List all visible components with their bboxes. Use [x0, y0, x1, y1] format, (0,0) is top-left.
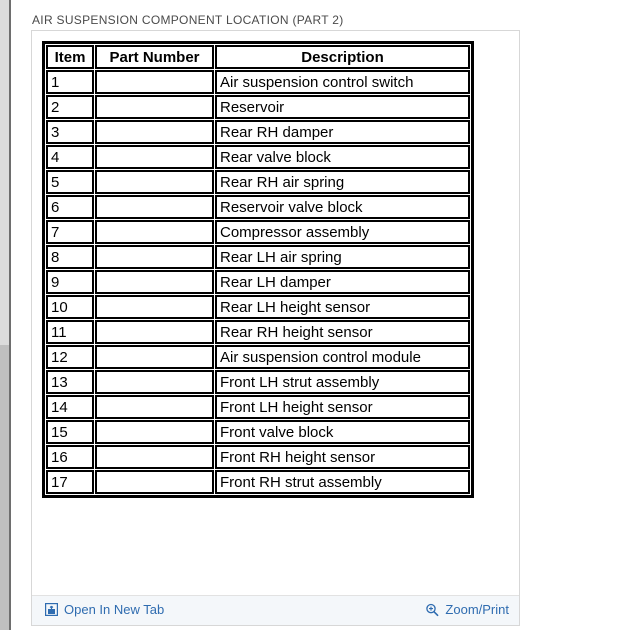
- cell-item: 14: [46, 395, 94, 419]
- cell-description: Compressor assembly: [215, 220, 470, 244]
- cell-description: Rear valve block: [215, 145, 470, 169]
- vertical-scrollbar[interactable]: [0, 0, 9, 630]
- card-footer: Open In New Tab Zoom/Print: [32, 595, 519, 625]
- cell-item: 8: [46, 245, 94, 269]
- column-header-item: Item: [46, 45, 94, 69]
- cell-item: 16: [46, 445, 94, 469]
- cell-part-number: [95, 220, 214, 244]
- cell-description: Front LH strut assembly: [215, 370, 470, 394]
- cell-item: 7: [46, 220, 94, 244]
- cell-item: 1: [46, 70, 94, 94]
- table-row: 4 Rear valve block: [46, 145, 470, 169]
- illustration-card: Item Part Number Description 1 Air suspen…: [31, 30, 520, 626]
- table-row: 11 Rear RH height sensor: [46, 320, 470, 344]
- cell-description: Reservoir: [215, 95, 470, 119]
- table-row: 16 Front RH height sensor: [46, 445, 470, 469]
- table-row: 12 Air suspension control module: [46, 345, 470, 369]
- document-content: AIR SUSPENSION COMPONENT LOCATION (PART …: [11, 0, 628, 630]
- cell-item: 10: [46, 295, 94, 319]
- zoom-print-link[interactable]: Zoom/Print: [425, 602, 509, 617]
- cell-description: Rear LH damper: [215, 270, 470, 294]
- table-row: 8 Rear LH air spring: [46, 245, 470, 269]
- cell-part-number: [95, 445, 214, 469]
- zoom-print-label: Zoom/Print: [445, 602, 509, 617]
- cell-description: Air suspension control module: [215, 345, 470, 369]
- cell-part-number: [95, 145, 214, 169]
- cell-description: Air suspension control switch: [215, 70, 470, 94]
- open-in-new-tab-link[interactable]: Open In New Tab: [45, 602, 164, 617]
- cell-part-number: [95, 420, 214, 444]
- cell-description: Front LH height sensor: [215, 395, 470, 419]
- scrollbar-thumb[interactable]: [0, 345, 9, 630]
- table-row: 2 Reservoir: [46, 95, 470, 119]
- cell-description: Rear RH height sensor: [215, 320, 470, 344]
- cell-item: 11: [46, 320, 94, 344]
- cell-part-number: [95, 470, 214, 494]
- cell-item: 13: [46, 370, 94, 394]
- cell-item: 6: [46, 195, 94, 219]
- cell-item: 2: [46, 95, 94, 119]
- cell-item: 12: [46, 345, 94, 369]
- cell-description: Rear RH damper: [215, 120, 470, 144]
- cell-description: Rear RH air spring: [215, 170, 470, 194]
- open-in-new-tab-label: Open In New Tab: [64, 602, 165, 617]
- table-row: 15 Front valve block: [46, 420, 470, 444]
- table-row: 17 Front RH strut assembly: [46, 470, 470, 494]
- parts-table-container: Item Part Number Description 1 Air suspen…: [42, 41, 474, 498]
- cell-item: 5: [46, 170, 94, 194]
- table-row: 1 Air suspension control switch: [46, 70, 470, 94]
- cell-item: 17: [46, 470, 94, 494]
- cell-item: 3: [46, 120, 94, 144]
- cell-part-number: [95, 270, 214, 294]
- cell-part-number: [95, 195, 214, 219]
- cell-part-number: [95, 295, 214, 319]
- column-header-description: Description: [215, 45, 470, 69]
- cell-part-number: [95, 370, 214, 394]
- table-row: 3 Rear RH damper: [46, 120, 470, 144]
- cell-part-number: [95, 170, 214, 194]
- cell-part-number: [95, 95, 214, 119]
- cell-part-number: [95, 70, 214, 94]
- scrollbar-track[interactable]: [0, 0, 9, 345]
- cell-description: Rear LH height sensor: [215, 295, 470, 319]
- table-row: 9 Rear LH damper: [46, 270, 470, 294]
- table-row: 10 Rear LH height sensor: [46, 295, 470, 319]
- magnifier-plus-icon: [425, 603, 439, 617]
- table-row: 5 Rear RH air spring: [46, 170, 470, 194]
- parts-table: Item Part Number Description 1 Air suspen…: [42, 41, 474, 498]
- cell-description: Reservoir valve block: [215, 195, 470, 219]
- cell-description: Front RH height sensor: [215, 445, 470, 469]
- cell-description: Rear LH air spring: [215, 245, 470, 269]
- panel-divider: [9, 0, 11, 630]
- cell-description: Front valve block: [215, 420, 470, 444]
- cell-description: Front RH strut assembly: [215, 470, 470, 494]
- cell-item: 15: [46, 420, 94, 444]
- new-window-icon: [45, 603, 58, 616]
- table-header-row: Item Part Number Description: [46, 45, 470, 69]
- table-row: 14 Front LH height sensor: [46, 395, 470, 419]
- cell-part-number: [95, 395, 214, 419]
- cell-item: 4: [46, 145, 94, 169]
- cell-part-number: [95, 120, 214, 144]
- table-row: 6 Reservoir valve block: [46, 195, 470, 219]
- cell-part-number: [95, 245, 214, 269]
- table-row: 13 Front LH strut assembly: [46, 370, 470, 394]
- table-row: 7 Compressor assembly: [46, 220, 470, 244]
- cell-item: 9: [46, 270, 94, 294]
- cell-part-number: [95, 345, 214, 369]
- page-title: AIR SUSPENSION COMPONENT LOCATION (PART …: [32, 13, 344, 27]
- cell-part-number: [95, 320, 214, 344]
- column-header-part-number: Part Number: [95, 45, 214, 69]
